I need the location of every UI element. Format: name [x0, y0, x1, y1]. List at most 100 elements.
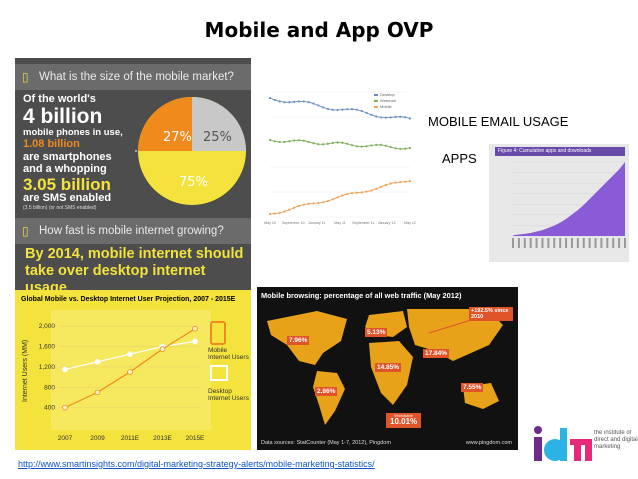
desktop-series-point	[268, 96, 272, 100]
desktop-series-point	[302, 100, 305, 103]
apps-x-tick	[594, 238, 597, 248]
y-axis-label: Internet Users (MM)	[22, 340, 29, 402]
desktop-series-point	[360, 109, 363, 113]
desktop-series-point	[283, 101, 286, 104]
africa-shape	[369, 341, 413, 405]
stat-line-2: mobile phones in use,	[23, 127, 123, 138]
projection-title: Global Mobile vs. Desktop Internet User …	[21, 296, 236, 303]
webmail-series-point	[322, 143, 325, 146]
y-tick-label: 1,600	[39, 344, 56, 351]
desktop-series-point	[404, 116, 407, 119]
x-tick-label: 2013E	[153, 435, 172, 442]
worldwide-badge: Worldwide 10.01%	[386, 413, 422, 429]
desktop-series-point	[127, 351, 133, 357]
projection-chart: Global Mobile vs. Desktop Internet User …	[15, 290, 251, 450]
desktop-series-point	[278, 100, 281, 103]
mobile-series-point	[404, 180, 407, 183]
mobile-series-point	[408, 179, 412, 183]
email-x-tick: May 11	[334, 221, 346, 225]
email-x-tick: September 10	[282, 221, 305, 225]
webmail-series-point	[341, 141, 344, 144]
mobile-series-point	[365, 190, 368, 193]
pie-label-75: 75%	[179, 175, 208, 190]
webmail-series-point	[399, 147, 402, 151]
mobile-series-point	[375, 187, 378, 190]
mobile-series-point	[384, 183, 387, 187]
webmail-series-point	[278, 140, 281, 144]
region-asia: 17.84%	[423, 349, 450, 359]
email-usage-chart: May 10 September 10 January 11 May 11 Septem…	[258, 78, 416, 230]
region-africa: 14.85%	[375, 363, 402, 373]
stat-line-4: and a whopping	[23, 163, 107, 175]
mobile-series-point	[293, 206, 296, 209]
region-oceania: 7.55%	[461, 383, 484, 393]
apps-x-tick	[535, 238, 538, 248]
desktop-series-point	[365, 111, 368, 114]
slide-title: Mobile and App OVP	[204, 18, 434, 42]
webmail-series-point	[331, 141, 334, 145]
desktop-series-point	[355, 108, 358, 111]
desktop-series-point	[293, 100, 296, 103]
apps-x-tick	[582, 238, 585, 248]
mobile-series-point	[307, 202, 310, 205]
mobile-series-point	[288, 208, 291, 211]
desktop-series-point	[394, 115, 397, 118]
mobile-series-point	[94, 389, 101, 396]
apps-x-tick	[517, 238, 520, 248]
apps-area	[513, 162, 625, 236]
webmail-series-point	[394, 147, 397, 150]
pie-slice-27	[138, 97, 192, 151]
apps-x-tick	[612, 238, 615, 248]
mobile-device-icon	[210, 321, 226, 345]
webmail-series-point	[375, 143, 378, 146]
webmail-series-point	[360, 145, 363, 148]
legend-desktop: Desktop	[380, 92, 395, 97]
mobile-series-point	[312, 202, 315, 205]
mobile-series-point	[317, 201, 320, 205]
map-source: Data sources: StatCounter (May 1-7, 2012…	[261, 440, 391, 446]
desktop-series-point	[370, 113, 373, 116]
growth-badge: +192.5% since 2010	[469, 307, 513, 322]
webmail-series-point	[389, 145, 392, 149]
mobile-series-point	[268, 212, 272, 216]
mobile-series-point	[394, 181, 397, 184]
stat-highlight: 1.08 billion	[23, 138, 80, 150]
apps-x-tick	[523, 238, 526, 248]
email-x-tick: May 12	[404, 221, 416, 225]
webmail-series-point	[408, 146, 412, 150]
mobile-series-point	[336, 196, 339, 199]
desktop-series-point	[322, 106, 325, 109]
pie-label-27: 27%	[163, 130, 192, 145]
legend-mobile: Mobile	[380, 104, 393, 109]
market-pie-chart: 27% 25% 75%	[135, 97, 246, 205]
mobile-series-line	[269, 180, 411, 215]
region-europe: 5.13%	[365, 328, 388, 338]
apps-x-tick	[553, 238, 556, 248]
desktop-series-point	[273, 98, 276, 102]
webmail-series-point	[297, 139, 301, 142]
mobile-series-point	[273, 212, 276, 215]
apps-x-tick	[565, 238, 568, 248]
webmail-series-point	[384, 144, 387, 147]
email-x-tick: September 11	[352, 221, 374, 225]
worldwide-value: 10.01%	[390, 417, 418, 427]
mobile-series-point	[379, 185, 383, 188]
webmail-series-point	[293, 139, 296, 142]
projection-plot: Internet Users (MM) 2,000 1,600 1,200 800 40…	[22, 310, 249, 442]
apps-x-tick	[576, 238, 579, 248]
desktop-series-point	[331, 108, 334, 111]
webmail-series-point	[355, 145, 358, 148]
stat-line-1: Of the world's	[23, 93, 96, 105]
desktop-series-point	[336, 108, 339, 112]
desktop-series-point	[375, 115, 378, 118]
webmail-series-point	[326, 142, 330, 145]
infographic-question-1: ▯ What is the size of the mobile market?	[15, 64, 251, 90]
mobile-series-point	[127, 369, 133, 375]
desktop-series-point	[384, 116, 387, 119]
pie-label-25: 25%	[203, 130, 232, 145]
map-title: Mobile browsing: percentage of all web t…	[261, 291, 462, 300]
stat-big-1: 4 billion	[23, 105, 103, 128]
source-url-link[interactable]: http://www.smartinsights.com/digital-mar…	[18, 459, 375, 469]
apps-x-tick	[541, 238, 544, 248]
email-x-tick: January 11	[308, 221, 326, 225]
